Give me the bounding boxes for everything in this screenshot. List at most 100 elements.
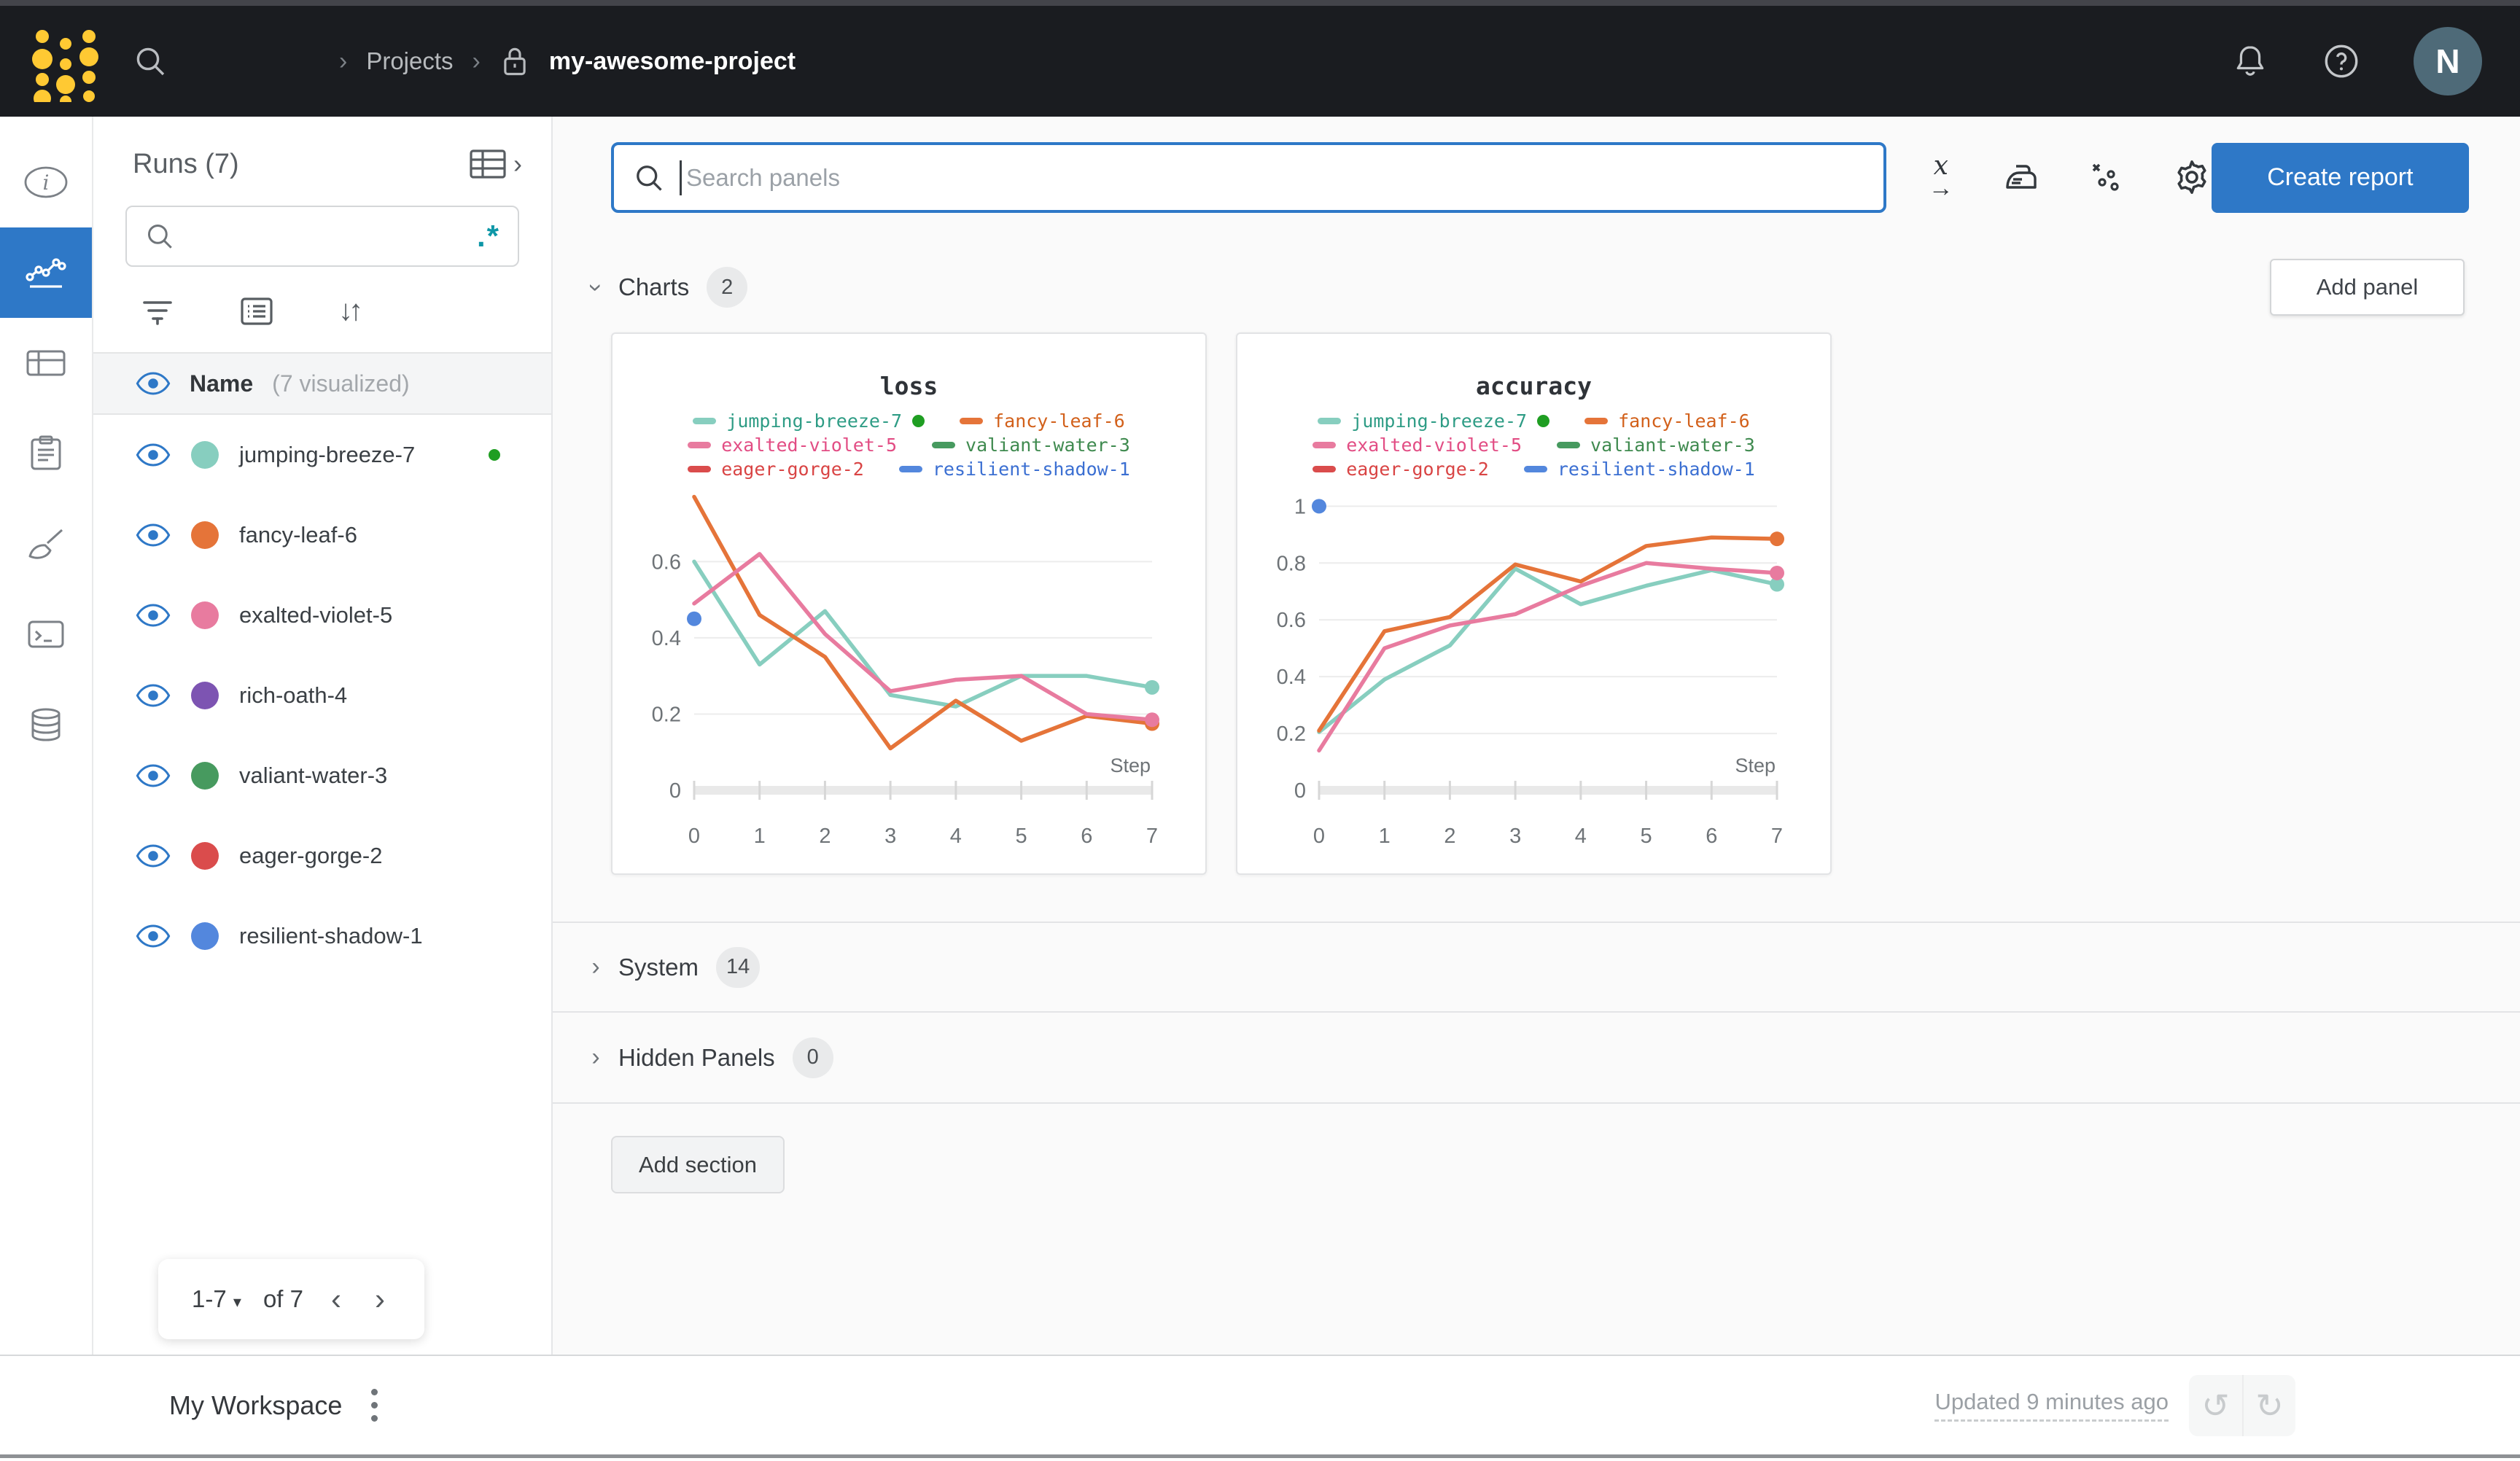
legend-entry[interactable]: eager-gorge-2 <box>688 459 864 480</box>
visualized-count-label: (7 visualized) <box>272 370 410 397</box>
runs-list-header[interactable]: Name (7 visualized) <box>93 352 551 415</box>
run-name-label[interactable]: rich-oath-4 <box>239 682 348 708</box>
charts-count-badge: 2 <box>707 267 748 308</box>
run-row[interactable]: valiant-water-3 <box>93 736 551 816</box>
smoothing-icon[interactable] <box>2002 160 2039 195</box>
remove-outliers-icon[interactable] <box>2088 159 2124 195</box>
visibility-eye-icon[interactable] <box>136 683 171 708</box>
run-row[interactable]: jumping-breeze-7 <box>93 415 551 495</box>
wandb-logo[interactable] <box>32 20 99 102</box>
legend-entry[interactable]: resilient-shadow-1 <box>1523 459 1755 480</box>
running-indicator-dot <box>912 415 925 427</box>
run-row[interactable]: rich-oath-4 <box>93 655 551 736</box>
create-report-button[interactable]: Create report <box>2211 142 2469 213</box>
undo-button[interactable]: ↺ <box>2201 1386 2230 1425</box>
runs-search-box[interactable]: .* <box>125 206 519 267</box>
hidden-panels-section-label[interactable]: Hidden Panels <box>618 1043 775 1071</box>
system-section-label[interactable]: System <box>618 953 699 981</box>
expand-table-chevron-icon[interactable]: › <box>513 149 522 179</box>
rail-artifacts-database-icon[interactable] <box>0 679 92 770</box>
legend-entry[interactable]: fancy-leaf-6 <box>960 410 1125 432</box>
run-color-dot <box>191 601 219 629</box>
legend-entry[interactable]: valiant-water-3 <box>932 435 1130 456</box>
legend-swatch <box>688 442 712 448</box>
visibility-all-eye-icon[interactable] <box>136 371 171 396</box>
sort-runs-icon[interactable]: ↓↑ <box>338 295 363 327</box>
rail-workspace-charts-icon[interactable] <box>0 227 92 318</box>
legend-entry[interactable]: exalted-violet-5 <box>1312 435 1522 456</box>
workspace-name-label[interactable]: My Workspace <box>169 1390 343 1420</box>
charts-collapse-chevron-icon[interactable]: › <box>582 283 610 292</box>
prev-page-button[interactable]: ‹ <box>330 1282 341 1316</box>
page-range-dropdown[interactable]: 1-7 ▾ <box>192 1285 241 1312</box>
run-name-label[interactable]: eager-gorge-2 <box>239 843 383 868</box>
legend-entry[interactable]: fancy-leaf-6 <box>1584 410 1750 432</box>
visibility-eye-icon[interactable] <box>136 844 171 868</box>
legend-entry[interactable]: exalted-violet-5 <box>688 435 897 456</box>
run-row[interactable]: fancy-leaf-6 <box>93 495 551 575</box>
legend-entry[interactable]: jumping-breeze-7 <box>693 410 925 432</box>
rail-runs-table-icon[interactable] <box>0 318 92 408</box>
legend-swatch <box>960 418 984 424</box>
hidden-panels-collapse-chevron-icon[interactable]: › <box>591 1043 600 1071</box>
visibility-eye-icon[interactable] <box>136 603 171 628</box>
filter-runs-icon[interactable] <box>140 297 175 326</box>
run-name-label[interactable]: valiant-water-3 <box>239 763 388 788</box>
charts-section-label[interactable]: Charts <box>618 273 690 300</box>
rail-overview-icon[interactable]: i <box>0 137 92 227</box>
visibility-eye-icon[interactable] <box>136 924 171 948</box>
run-name-label[interactable]: resilient-shadow-1 <box>239 923 423 948</box>
runs-search-input[interactable] <box>188 224 477 249</box>
breadcrumb-projects-link[interactable]: Projects <box>366 47 454 74</box>
notifications-bell-icon[interactable] <box>2231 42 2269 80</box>
redo-button[interactable]: ↻ <box>2242 1374 2295 1436</box>
help-icon[interactable] <box>2322 42 2361 81</box>
svg-text:6: 6 <box>1706 825 1717 848</box>
panel-search-input[interactable] <box>686 163 1864 192</box>
lock-icon <box>499 44 530 78</box>
add-section-button[interactable]: Add section <box>611 1136 785 1193</box>
run-row[interactable]: resilient-shadow-1 <box>93 896 551 976</box>
add-panel-button[interactable]: Add panel <box>2270 259 2465 316</box>
rail-reports-icon[interactable] <box>0 408 92 499</box>
group-runs-icon[interactable] <box>239 296 274 327</box>
chart-panel-accuracy[interactable]: accuracy jumping-breeze-7 fancy-leaf-6 exa… <box>1236 332 1832 875</box>
runs-table-toggle-icon[interactable] <box>468 147 508 181</box>
legend-swatch <box>1523 466 1547 472</box>
system-collapse-chevron-icon[interactable]: › <box>591 953 600 981</box>
run-name-label[interactable]: jumping-breeze-7 <box>239 442 416 467</box>
next-page-button[interactable]: › <box>374 1282 385 1316</box>
chart-legend: jumping-breeze-7 fancy-leaf-6 exalted-viol… <box>612 410 1205 480</box>
legend-run-label: exalted-violet-5 <box>721 435 898 456</box>
run-list: jumping-breeze-7 fancy-leaf-6 exalted-viol… <box>93 415 551 976</box>
user-avatar[interactable]: N <box>2414 27 2482 96</box>
legend-entry[interactable]: resilient-shadow-1 <box>898 459 1130 480</box>
workspace-settings-gear-icon[interactable] <box>2172 157 2212 197</box>
chart-panel-loss[interactable]: loss jumping-breeze-7 fancy-leaf-6 exalted… <box>611 332 1207 875</box>
rail-logs-terminal-icon[interactable] <box>0 589 92 679</box>
visibility-eye-icon[interactable] <box>136 763 171 788</box>
svg-text:3: 3 <box>884 825 896 848</box>
x-axis-settings-icon[interactable]: x → <box>1928 150 1953 202</box>
regex-toggle-icon[interactable]: .* <box>476 219 500 253</box>
chart-title: accuracy <box>1476 372 1592 400</box>
run-name-label[interactable]: fancy-leaf-6 <box>239 522 357 548</box>
legend-entry[interactable]: valiant-water-3 <box>1557 435 1755 456</box>
rail-sweeps-icon[interactable] <box>0 499 92 589</box>
workspace-menu-kebab-icon[interactable] <box>367 1384 382 1426</box>
run-row[interactable]: exalted-violet-5 <box>93 575 551 655</box>
svg-text:0: 0 <box>1313 825 1325 848</box>
legend-entry[interactable]: eager-gorge-2 <box>1312 459 1489 480</box>
breadcrumb-project-name[interactable]: my-awesome-project <box>548 47 796 75</box>
run-name-label[interactable]: exalted-violet-5 <box>239 602 393 628</box>
breadcrumb: › Projects › my-awesome-project <box>339 44 796 78</box>
global-search-icon[interactable] <box>133 44 168 79</box>
visibility-eye-icon[interactable] <box>136 443 171 467</box>
svg-text:0: 0 <box>688 825 700 848</box>
run-row[interactable]: eager-gorge-2 <box>93 816 551 896</box>
legend-run-label: resilient-shadow-1 <box>1557 459 1755 480</box>
legend-entry[interactable]: jumping-breeze-7 <box>1318 410 1550 432</box>
legend-run-label: exalted-violet-5 <box>1346 435 1522 456</box>
visibility-eye-icon[interactable] <box>136 523 171 548</box>
panel-search-box[interactable] <box>611 142 1886 213</box>
